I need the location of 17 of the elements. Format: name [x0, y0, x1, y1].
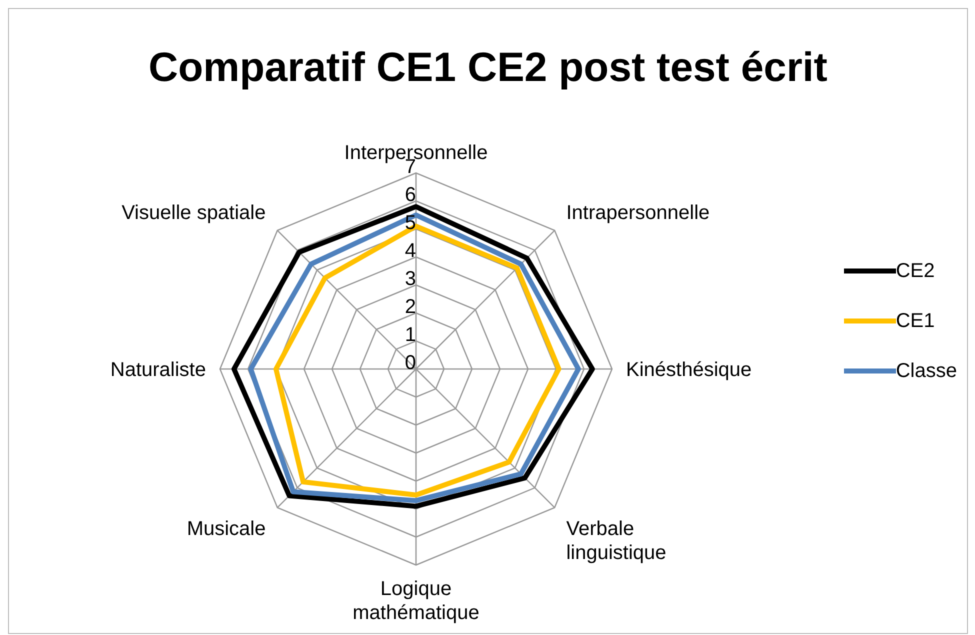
spoke-label: Visuelle spatiale — [122, 202, 266, 224]
spoke-label: Kinésthésique — [626, 359, 752, 381]
chart-title: Comparatif CE1 CE2 post test écrit — [148, 44, 828, 91]
legend-label: CE2 — [896, 260, 935, 282]
y-tick-label: 4 — [404, 240, 416, 262]
legend-label: Classe — [896, 360, 957, 382]
y-tick-label: 6 — [404, 184, 416, 206]
spoke-label: Verbale linguistique — [566, 518, 666, 564]
spoke-label: Logique mathématique — [352, 578, 480, 624]
spoke-label: Naturaliste — [110, 359, 206, 381]
legend-label: CE1 — [896, 310, 935, 332]
y-tick-label: 3 — [404, 268, 416, 290]
spoke-label: Intrapersonnelle — [566, 202, 710, 224]
y-tick-label: 1 — [404, 324, 416, 346]
spoke-label: Musicale — [186, 518, 266, 540]
y-tick-label: 2 — [404, 296, 416, 318]
y-tick-label: 0 — [404, 352, 416, 374]
